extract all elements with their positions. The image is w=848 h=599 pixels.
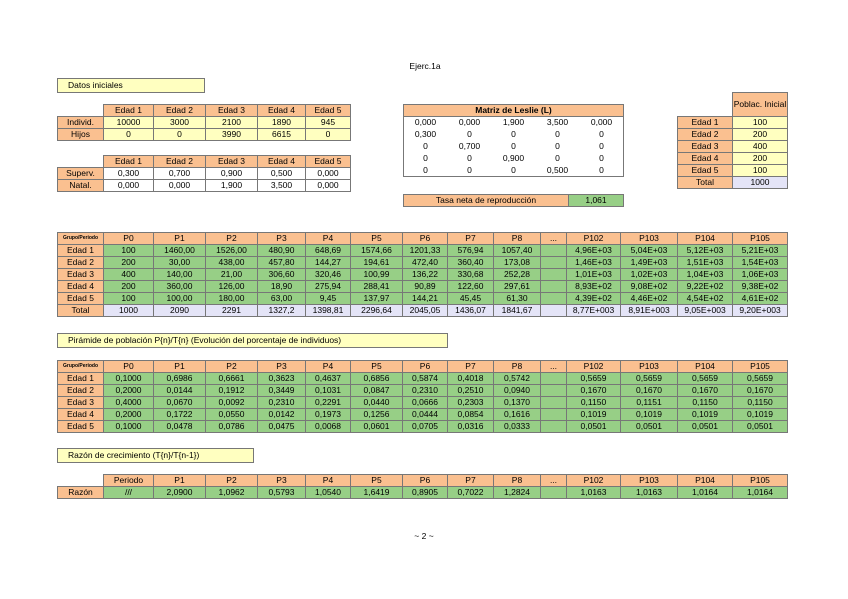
cell: 1,6419 [350, 486, 403, 499]
row-label: Razón [57, 486, 104, 499]
matrix-cell: 0 [555, 129, 560, 140]
cell: 0,0501 [566, 420, 621, 433]
matrix-cell: 0,000 [414, 117, 437, 128]
matrix-cell: 0,700 [458, 141, 481, 152]
cell: 8,77E+003 [566, 304, 621, 317]
matrix-cell: 0 [423, 165, 428, 176]
cell: 1841,67 [493, 304, 541, 317]
matrix-cell: 0 [599, 141, 604, 152]
cell: 0,0501 [732, 420, 788, 433]
matrix-cell: 0 [423, 153, 428, 164]
cell: 1,0164 [677, 486, 733, 499]
cell: /// [103, 486, 154, 499]
cell: 0,0475 [257, 420, 306, 433]
cell: 0,5793 [257, 486, 306, 499]
matrix-cell: 0 [599, 165, 604, 176]
cell: 0,0068 [305, 420, 351, 433]
row-label: Hijos [57, 128, 104, 141]
matrix-cell: 0 [511, 165, 516, 176]
gap-cell [540, 486, 567, 499]
cell: 0,1370 [493, 396, 541, 409]
gap-cell [540, 304, 567, 317]
cell: 0,0316 [447, 420, 494, 433]
cell: 1327,2 [257, 304, 306, 317]
matrix-frame [403, 116, 624, 177]
title: Ejerc.1a [409, 60, 441, 71]
matrix-cell: 0,300 [414, 129, 437, 140]
matrix-cell: 0 [467, 129, 472, 140]
cell: 9,20E+003 [732, 304, 788, 317]
cell: 0,0786 [205, 420, 258, 433]
cell: 0,000 [103, 179, 154, 192]
cell: 0,0333 [493, 420, 541, 433]
cell: 0,1000 [103, 420, 154, 433]
cell: 1,900 [205, 179, 258, 192]
cell: 0 [305, 128, 351, 141]
cell: 0,0501 [677, 420, 733, 433]
matrix-cell: 0,000 [458, 117, 481, 128]
cell: 1,0163 [620, 486, 678, 499]
cell: 1,0540 [305, 486, 351, 499]
cell: 1398,81 [305, 304, 351, 317]
matrix-cell: 0 [511, 141, 516, 152]
cell: 2291 [205, 304, 258, 317]
tasa-label: Tasa neta de reproducción [403, 194, 569, 207]
cell: 0 [103, 128, 154, 141]
matrix-cell: 0 [555, 153, 560, 164]
section-label: Datos iniciales [57, 78, 205, 93]
matrix-cell: 0 [599, 129, 604, 140]
cell: 3,500 [257, 179, 306, 192]
cell: 252,28 [493, 268, 541, 281]
matrix-cell: 1,900 [502, 117, 525, 128]
gap-cell [540, 420, 567, 433]
matrix-cell: 0,500 [546, 165, 569, 176]
column-header: Poblac. Inicial [732, 92, 788, 117]
row-label: Edad 5 [57, 420, 104, 433]
section-label: Razón de crecimiento (T{n}/T{n-1}) [57, 448, 254, 463]
cell: 0,7022 [447, 486, 494, 499]
cell: 2,0900 [153, 486, 206, 499]
matrix-cell: 0 [599, 153, 604, 164]
cell: 0 [153, 128, 206, 141]
cell: 1436,07 [447, 304, 494, 317]
cell: 1000 [103, 304, 154, 317]
cell: 1,0164 [732, 486, 788, 499]
cell: 1,0163 [566, 486, 621, 499]
cell: 6615 [257, 128, 306, 141]
footer: ~ 2 ~ [414, 530, 434, 541]
row-label: Total [677, 176, 733, 189]
matrix-cell: 0 [467, 153, 472, 164]
cell: 8,91E+003 [620, 304, 678, 317]
cell: 1,0962 [205, 486, 258, 499]
matrix-cell: 0 [423, 141, 428, 152]
cell: 2045,05 [402, 304, 448, 317]
row-label: Total [57, 304, 104, 317]
cell: 0,8905 [402, 486, 448, 499]
cell: 1000 [732, 176, 788, 189]
section-label: Pirámide de población P{n}/T{n} (Evoluci… [57, 333, 448, 348]
cell: 0,0501 [620, 420, 678, 433]
cell: 0,0601 [350, 420, 403, 433]
cell: 1,2824 [493, 486, 541, 499]
cell: 3990 [205, 128, 258, 141]
matrix-cell: 0 [511, 129, 516, 140]
matrix-cell: 0,000 [590, 117, 613, 128]
cell: 0,0478 [153, 420, 206, 433]
matrix-cell: 0 [467, 165, 472, 176]
cell: 0,0705 [402, 420, 448, 433]
matrix-cell: 0,900 [502, 153, 525, 164]
cell: 0,000 [305, 179, 351, 192]
cell: 9,05E+003 [677, 304, 733, 317]
tasa-value: 1,061 [568, 194, 624, 207]
cell: 0,000 [153, 179, 206, 192]
row-label: Natal. [57, 179, 104, 192]
matrix-cell: 3,500 [546, 117, 569, 128]
matrix-cell: 0 [555, 141, 560, 152]
cell: 2090 [153, 304, 206, 317]
cell: 2296,64 [350, 304, 403, 317]
